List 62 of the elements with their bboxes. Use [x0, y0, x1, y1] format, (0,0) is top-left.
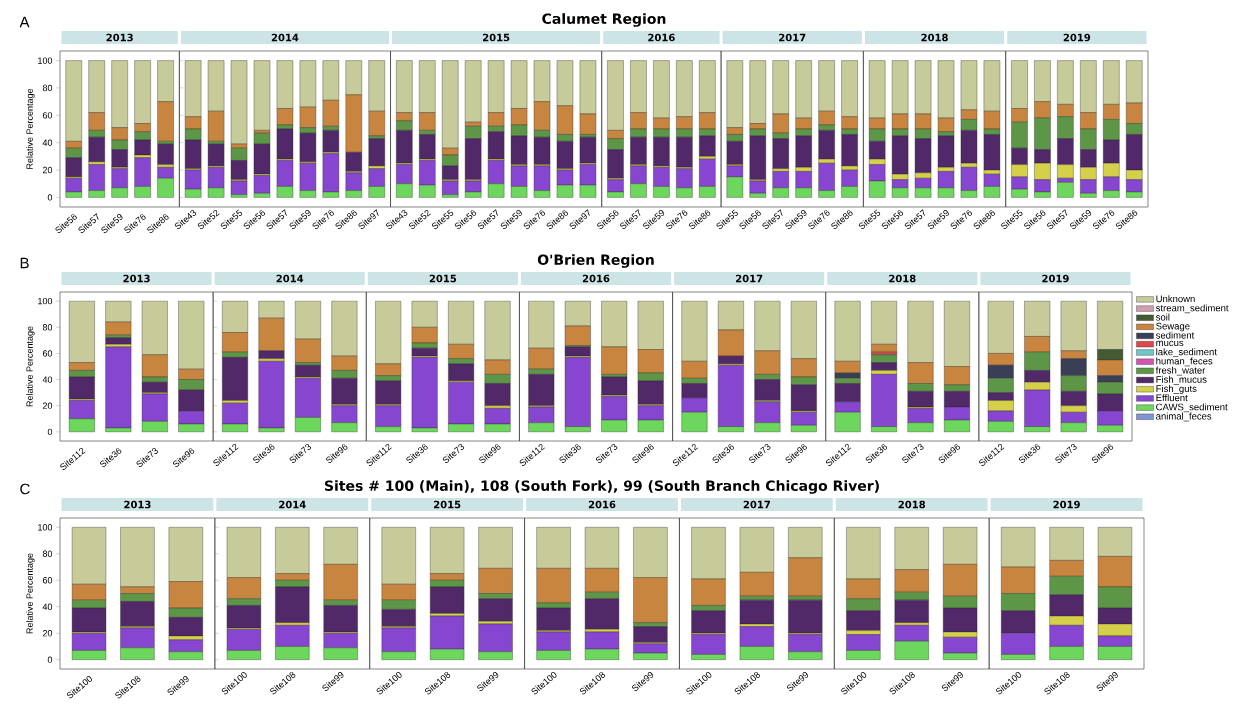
text: C	[20, 483, 30, 495]
legend-label: stream_sediment	[1155, 304, 1229, 314]
legend-label: sediment	[1155, 331, 1195, 339]
y-tick-label: 60	[42, 112, 53, 119]
chart-title: 2019	[1063, 33, 1091, 42]
legend-label: fresh_water	[1155, 366, 1206, 376]
chart-title: 2018	[921, 33, 948, 42]
text: Calumet Region	[542, 13, 666, 27]
legend-label: Fish_guts	[1156, 385, 1197, 394]
chart-title: 2017	[743, 500, 770, 509]
legend-label: Fish_mucus	[1156, 375, 1207, 385]
legend-label: Unknown	[1156, 295, 1195, 303]
y-tick-label: 100	[38, 297, 53, 305]
y-tick-label: 0	[47, 194, 53, 201]
y-axis-title: Relative Percentage	[26, 326, 35, 407]
legend-label: human_feces	[1156, 357, 1213, 367]
y-tick-label: 80	[42, 324, 53, 331]
y-tick-label: 0	[47, 428, 53, 436]
text: O'Brien Region	[537, 254, 654, 268]
chart-title: 2014	[276, 274, 304, 283]
chart-title: 2017	[736, 274, 763, 283]
y-tick-label: 100	[38, 57, 53, 64]
y-tick-label: 60	[42, 350, 53, 357]
y-tick-label: 60	[42, 577, 53, 584]
chart-title: 2015	[434, 500, 461, 509]
chart-title: 2014	[279, 500, 306, 509]
chart-title: 2019	[1053, 500, 1080, 509]
y-tick-label: 80	[42, 550, 53, 557]
y-tick-label: 80	[42, 84, 53, 92]
chart-title: 2013	[123, 274, 150, 283]
y-tick-label: 20	[42, 630, 53, 637]
legend-label: mucus	[1156, 340, 1184, 347]
chart-title: 2018	[898, 500, 926, 509]
legend-label: Effluent	[1156, 394, 1188, 402]
text: B	[20, 257, 29, 269]
y-tick-label: 40	[42, 376, 53, 383]
legend-label: CAWS_sediment	[1156, 403, 1228, 413]
text: Sites # 100 (Main), 108 (South Fork), 99 (South Branch Chicago River)	[324, 480, 879, 494]
legend-label: lake_sediment	[1156, 348, 1217, 358]
y-axis-title: Relative Percentage	[26, 553, 35, 634]
y-tick-label: 100	[38, 524, 53, 531]
chart-title: 2013	[124, 500, 151, 509]
y-tick-label: 20	[42, 166, 53, 174]
legend-label: Sewage	[1156, 322, 1190, 332]
y-tick-label: 40	[42, 139, 53, 146]
chart-title: 2013	[106, 33, 133, 42]
chart-title: 2018	[889, 274, 916, 283]
chart-title: 2015	[482, 33, 510, 42]
y-axis-title: Relative Percentage	[26, 88, 35, 169]
chart-title: 2014	[271, 33, 299, 42]
text: A	[19, 16, 30, 28]
chart-title: 2016	[648, 33, 675, 42]
y-tick-label: 0	[47, 656, 53, 663]
legend-label: soil	[1155, 313, 1170, 321]
chart-title: 2016	[588, 500, 616, 509]
legend-label: animal_feces	[1156, 412, 1212, 422]
y-tick-label: 20	[42, 402, 53, 409]
chart-title: 2017	[779, 33, 806, 42]
y-tick-label: 40	[42, 603, 53, 610]
chart-title: 2019	[1042, 274, 1069, 283]
chart-title: 2015	[429, 274, 457, 283]
chart-title: 2016	[582, 274, 610, 283]
